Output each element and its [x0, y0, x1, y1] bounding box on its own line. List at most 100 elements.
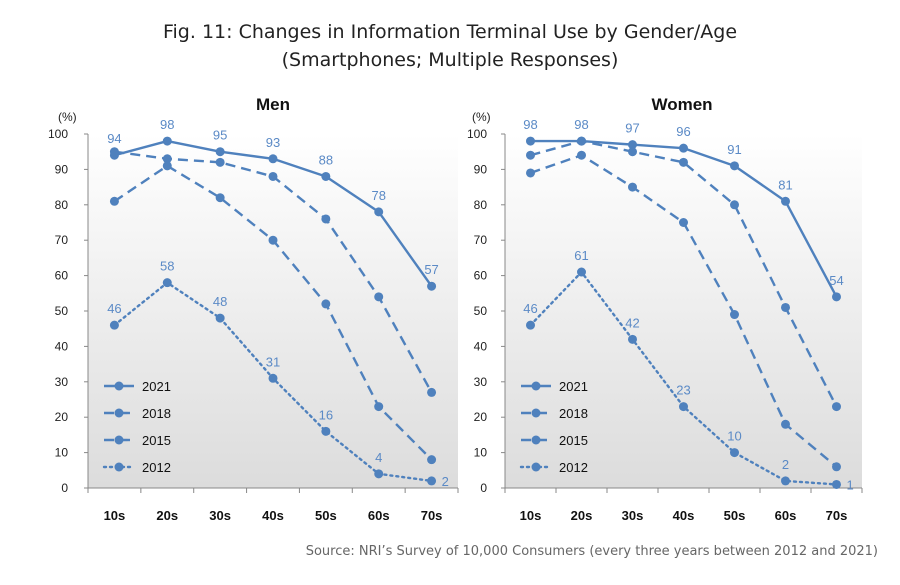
data-point — [268, 154, 278, 164]
legend-swatch-marker — [531, 435, 541, 445]
data-point — [628, 182, 637, 192]
data-point — [215, 313, 225, 323]
series-2015 — [526, 150, 841, 472]
series-2012: 46 61 42 23 10 2 1 — [523, 248, 853, 492]
data-point — [526, 150, 535, 160]
data-point — [832, 292, 841, 302]
data-point — [321, 426, 331, 436]
legend-label: 2021 — [142, 379, 171, 394]
data-point — [427, 281, 437, 291]
data-point — [577, 267, 586, 277]
x-tick-label: 10s — [104, 508, 126, 523]
legend-swatch-marker — [114, 435, 124, 445]
x-tick-label: 10s — [520, 508, 542, 523]
legend-swatch-marker — [531, 381, 541, 391]
source-note: Source: NRI’s Survey of 10,000 Consumers… — [305, 544, 878, 559]
y-tick-label: 0 — [480, 481, 487, 495]
x-tick-label: 30s — [209, 508, 231, 523]
data-point — [321, 214, 331, 224]
data-point — [526, 136, 535, 146]
data-point — [109, 147, 119, 157]
data-label: 54 — [829, 273, 843, 288]
data-point — [526, 320, 535, 330]
x-tick-label: 60s — [368, 508, 390, 523]
y-tick-label: 0 — [61, 481, 68, 495]
data-label: 98 — [523, 117, 537, 132]
y-tick-label: 40 — [474, 339, 488, 353]
data-label: 61 — [574, 248, 588, 263]
data-point — [730, 161, 739, 171]
x-tick-label: 40s — [262, 508, 284, 523]
series-2018 — [526, 136, 841, 412]
series-2012: 46 58 48 31 16 4 2 — [107, 259, 449, 489]
data-point — [427, 387, 437, 397]
data-point — [628, 140, 637, 150]
data-label: 23 — [676, 383, 690, 398]
data-label: 31 — [266, 354, 280, 369]
data-point — [268, 373, 278, 383]
data-point — [321, 299, 331, 309]
data-point — [162, 136, 172, 146]
legend-label: 2012 — [559, 460, 588, 475]
data-label: 81 — [778, 177, 792, 192]
x-tick-label: 70s — [826, 508, 848, 523]
data-point — [162, 278, 172, 288]
data-label: 2 — [442, 474, 449, 489]
data-point — [427, 455, 437, 465]
y-tick-label: 30 — [55, 375, 69, 389]
data-point — [577, 136, 586, 146]
legend-label: 2015 — [142, 433, 171, 448]
x-tick-label: 70s — [421, 508, 443, 523]
x-tick-label: 30s — [622, 508, 644, 523]
chart-title: Women — [651, 95, 712, 114]
y-tick-label: 90 — [55, 162, 69, 176]
x-tick-label: 40s — [673, 508, 695, 523]
legend-swatch-marker — [531, 408, 541, 418]
data-point — [374, 469, 384, 479]
legend-swatch-marker — [114, 408, 124, 418]
figure-subtitle: (Smartphones; Multiple Responses) — [281, 49, 619, 71]
data-point — [730, 448, 739, 458]
data-point — [215, 157, 225, 167]
data-point — [162, 154, 172, 164]
y-tick-label: 100 — [467, 127, 487, 141]
x-tick-label: 20s — [571, 508, 593, 523]
figure-title-block: Fig. 11: Changes in Information Terminal… — [0, 18, 900, 74]
data-point — [109, 196, 119, 206]
data-point — [679, 402, 688, 412]
x-tick-label: 60s — [775, 508, 797, 523]
data-point — [374, 207, 384, 217]
y-tick-label: 30 — [474, 375, 488, 389]
series-2015 — [109, 161, 437, 465]
y-tick-label: 10 — [474, 446, 488, 460]
data-label: 42 — [625, 315, 639, 330]
data-label: 58 — [160, 259, 174, 274]
data-point — [832, 479, 841, 489]
y-axis-unit-label: (%) — [58, 110, 77, 124]
data-label: 97 — [625, 121, 639, 136]
data-label: 95 — [213, 128, 227, 143]
data-point — [268, 235, 278, 245]
plot-area — [505, 134, 862, 488]
figure-title: Fig. 11: Changes in Information Terminal… — [162, 21, 738, 43]
data-point — [781, 419, 790, 429]
y-tick-label: 80 — [474, 198, 488, 212]
data-label: 16 — [319, 407, 333, 422]
legend: 2021 2018 2015 2012 — [519, 379, 588, 475]
data-label: 46 — [523, 301, 537, 316]
legend-label: 2021 — [559, 379, 588, 394]
data-label: 46 — [107, 301, 121, 316]
data-point — [832, 402, 841, 412]
data-label: 93 — [266, 135, 280, 150]
data-point — [162, 161, 172, 171]
plot-area — [88, 134, 458, 488]
data-point — [215, 193, 225, 203]
x-tick-label: 20s — [156, 508, 178, 523]
data-label: 94 — [107, 131, 121, 146]
chart-title: Men — [256, 95, 290, 114]
data-point — [679, 143, 688, 153]
data-point — [427, 476, 437, 486]
data-point — [109, 320, 119, 330]
legend-label: 2018 — [559, 406, 588, 421]
